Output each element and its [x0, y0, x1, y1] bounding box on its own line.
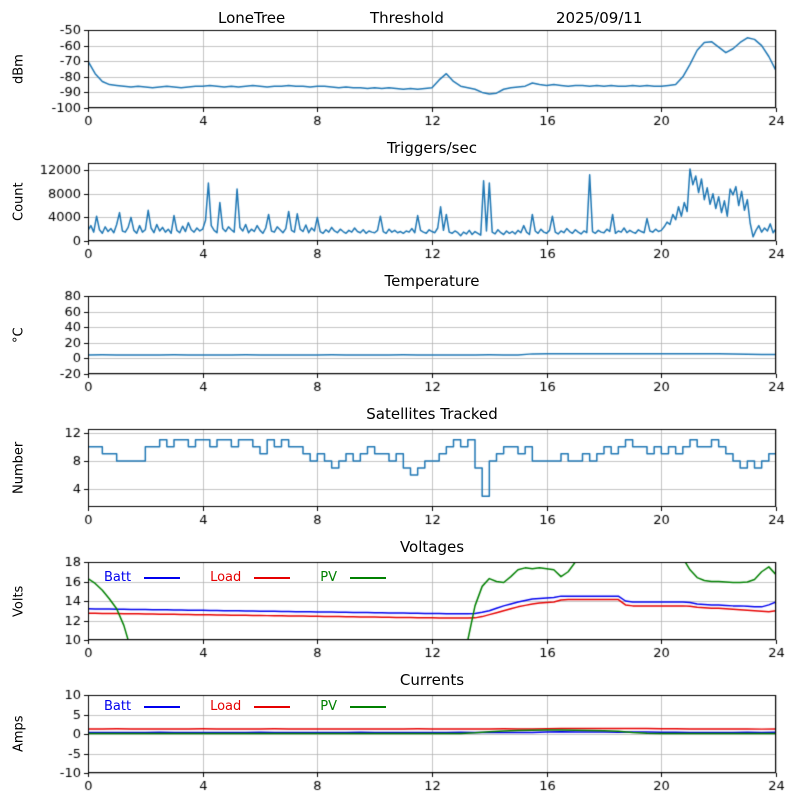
legend-line-pv [350, 576, 387, 579]
legend-label-load: Load [210, 699, 242, 714]
panel-threshold: LoneTree Threshold 2025/09/11 dBm [0, 0, 800, 133]
ylabel-volts: Volts [11, 585, 27, 617]
legend-entry-pv: PV [320, 699, 387, 714]
figure-date: 2025/09/11 [556, 9, 643, 27]
legend-entry-batt: Batt [104, 699, 181, 714]
legend-entry-load: Load [210, 570, 291, 585]
ylabel-celsius: °C [11, 327, 27, 343]
legend-line-batt [144, 576, 181, 579]
ylabel-count: Count [11, 182, 27, 222]
threshold-title: Threshold [370, 9, 444, 27]
ylabel-number: Number [11, 441, 27, 495]
currents-title: Currents [399, 671, 465, 689]
satellites-title: Satellites Tracked [366, 405, 498, 423]
legend-line-load [254, 576, 291, 579]
legend-entry-batt: Batt [104, 570, 181, 585]
legend-entry-load: Load [210, 699, 291, 714]
ylabel-amps: Amps [11, 715, 27, 753]
currents-legend: Batt Load PV [104, 699, 387, 714]
panel-temperature: Temperature °C [0, 266, 800, 399]
voltages-plot-canvas [0, 532, 800, 665]
legend-label-batt: Batt [104, 570, 132, 585]
triggers-plot-canvas [0, 133, 800, 266]
panel-currents: Currents Amps Batt Load PV [0, 665, 800, 798]
panel-voltages: Voltages Volts Batt Load PV [0, 532, 800, 665]
legend-line-batt [144, 705, 181, 708]
panel-satellites: Satellites Tracked Number [0, 399, 800, 532]
triggers-title: Triggers/sec [387, 139, 477, 157]
legend-entry-pv: PV [320, 570, 387, 585]
legend-label-pv: PV [320, 570, 338, 585]
temperature-plot-canvas [0, 266, 800, 399]
temperature-title: Temperature [384, 272, 480, 290]
legend-label-pv: PV [320, 699, 338, 714]
voltages-legend: Batt Load PV [104, 570, 387, 585]
legend-label-load: Load [210, 570, 242, 585]
legend-line-load [254, 705, 291, 708]
panel-triggers: Triggers/sec Count [0, 133, 800, 266]
station-name: LoneTree [218, 9, 286, 27]
legend-line-pv [350, 705, 387, 708]
satellites-plot-canvas [0, 399, 800, 532]
currents-plot-canvas [0, 665, 800, 798]
voltages-title: Voltages [399, 538, 465, 556]
threshold-plot-canvas [0, 0, 800, 133]
ylabel-dbm: dBm [11, 54, 27, 84]
legend-label-batt: Batt [104, 699, 132, 714]
